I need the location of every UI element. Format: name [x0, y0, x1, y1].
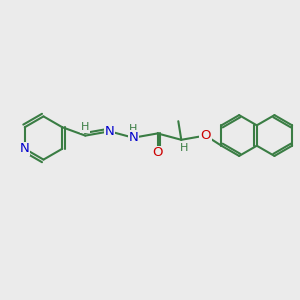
Text: H: H — [179, 143, 188, 153]
Text: H: H — [129, 124, 137, 134]
Text: N: N — [20, 142, 30, 155]
Text: N: N — [128, 131, 138, 144]
Text: O: O — [152, 146, 163, 159]
Text: O: O — [200, 129, 211, 142]
Text: N: N — [105, 125, 114, 138]
Text: H: H — [81, 122, 89, 132]
